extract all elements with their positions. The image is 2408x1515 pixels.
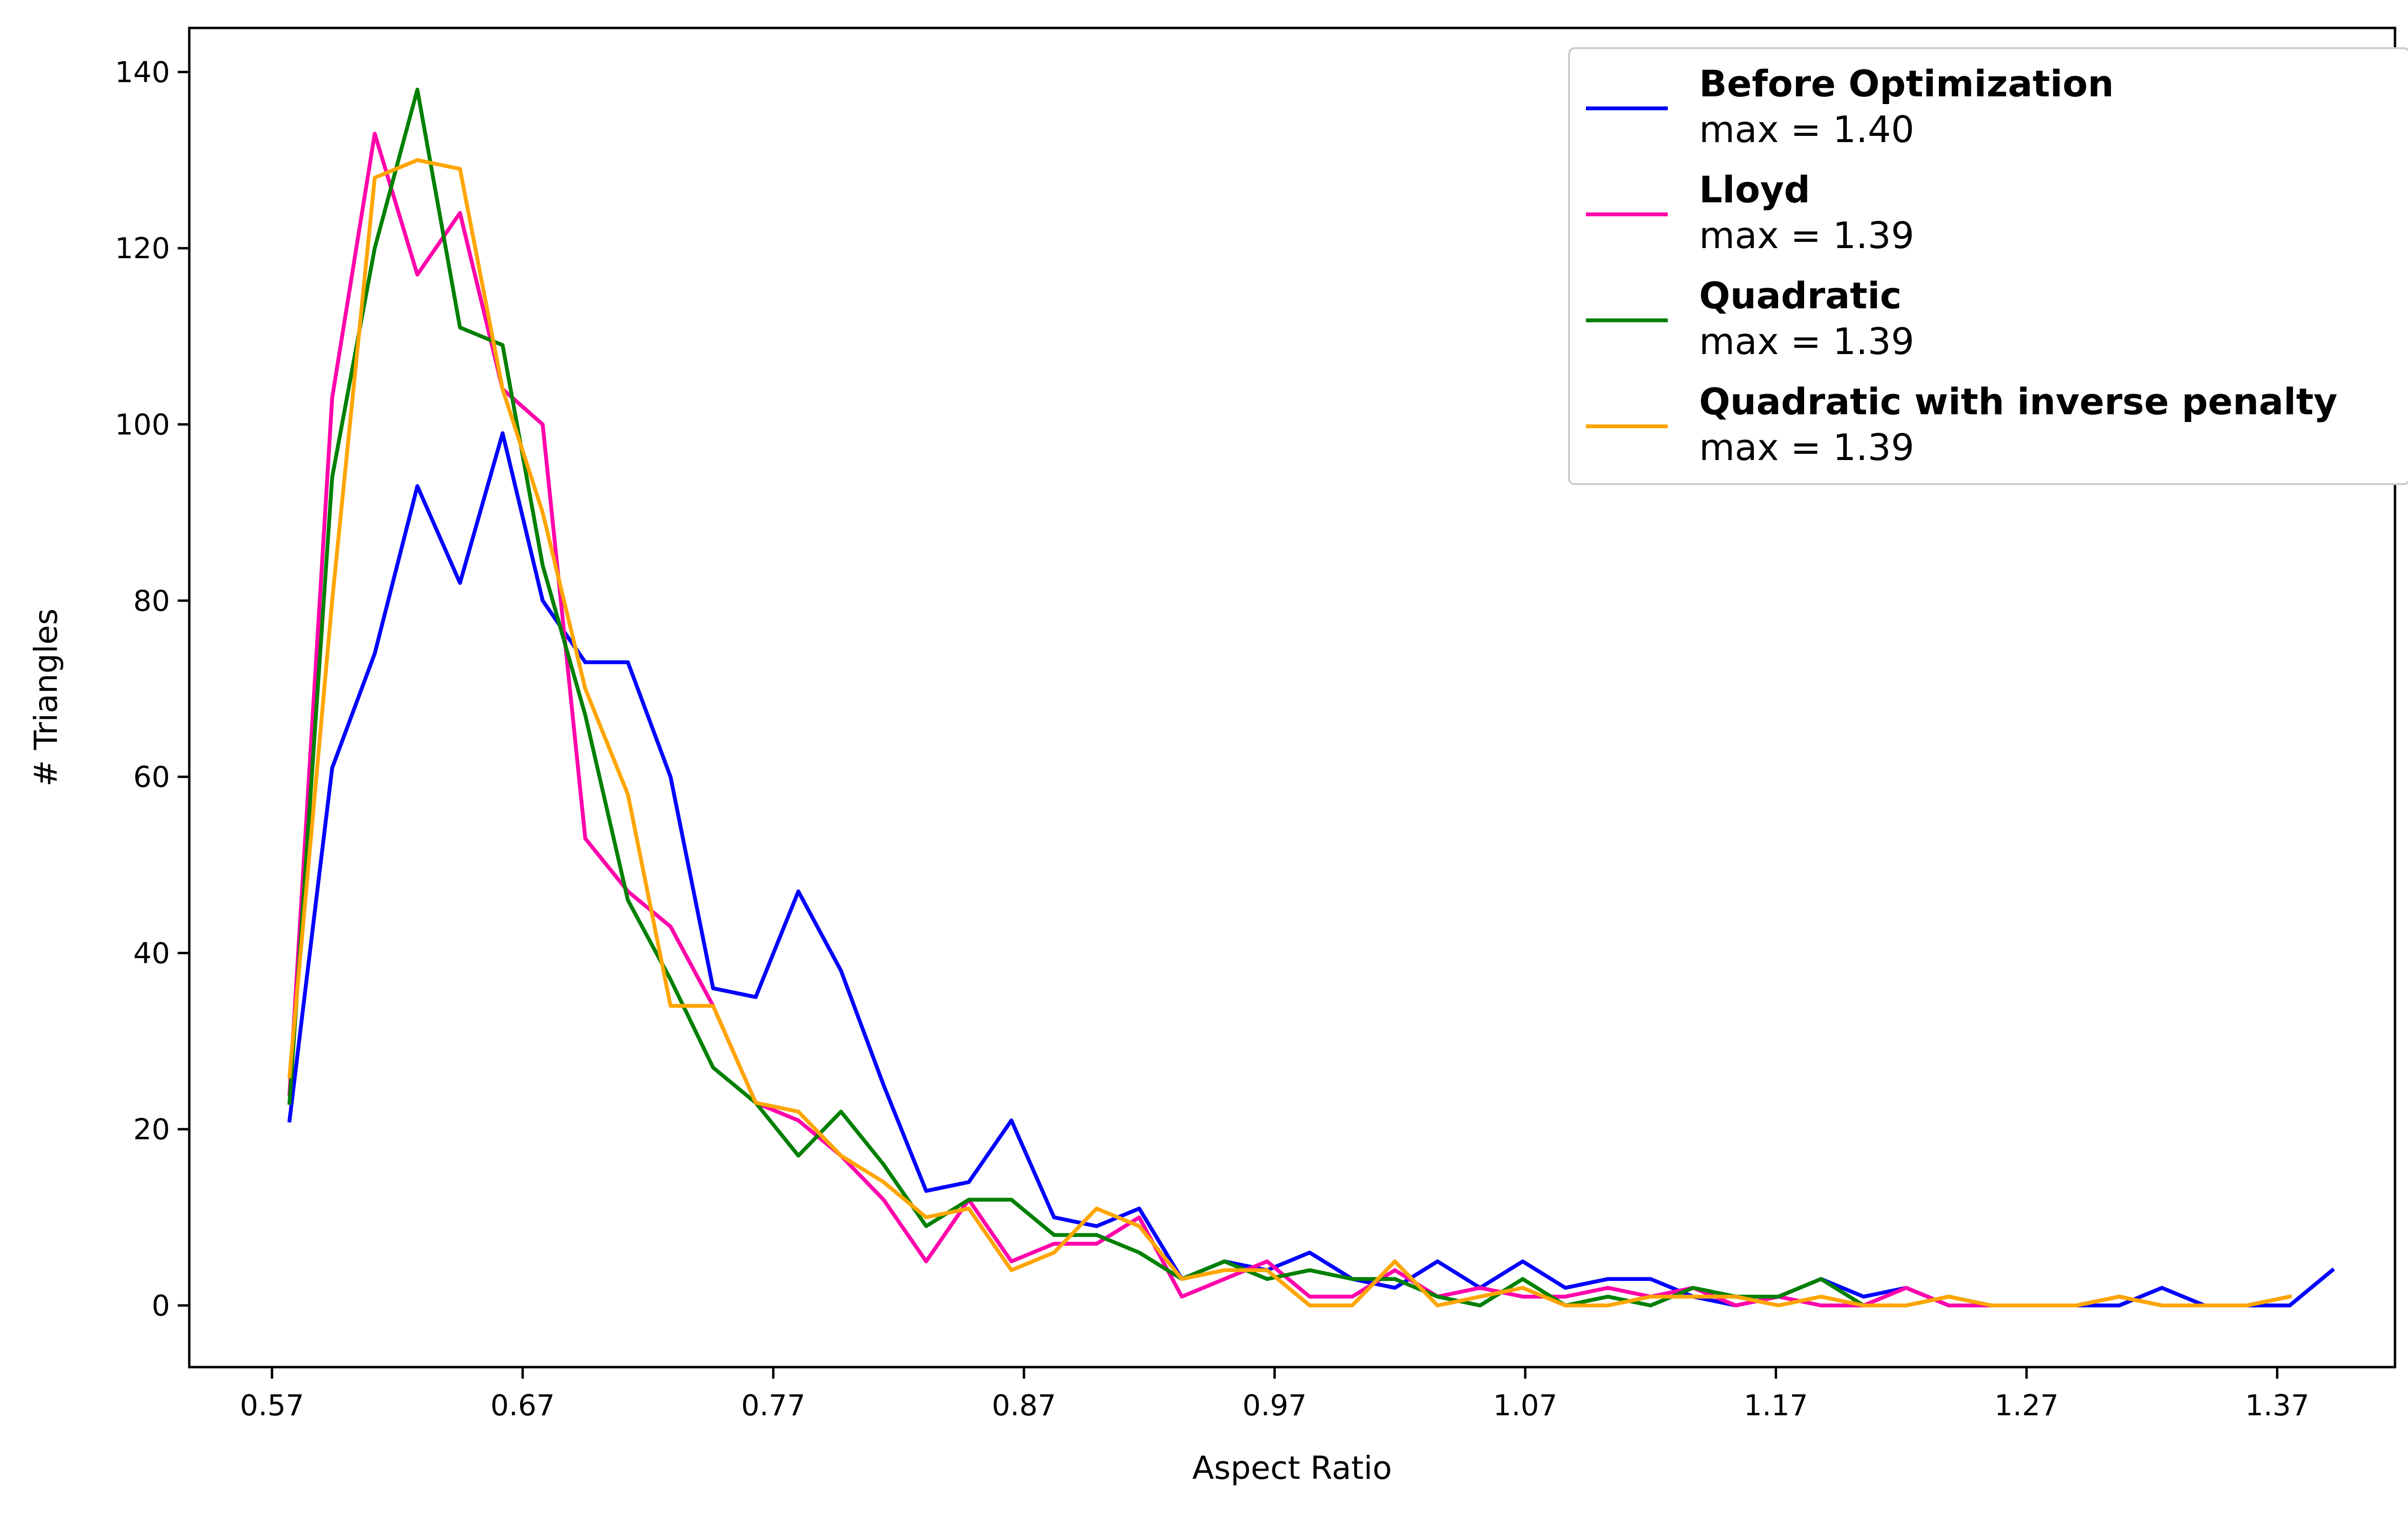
series-line-4 [287,158,2292,1307]
x-tick-label: 0.97 [1243,1389,1307,1423]
x-tick-label: 0.87 [992,1389,1056,1423]
legend-series-name: Before Optimization [1699,62,2114,105]
x-tick-label: 0.57 [240,1389,304,1423]
x-axis-label: Aspect Ratio [1192,1449,1392,1487]
x-tick-label: 1.37 [2245,1389,2310,1423]
x-tick-label: 0.67 [490,1389,555,1423]
y-tick-label: 80 [133,584,170,618]
legend-series-max: max = 1.40 [1699,108,1914,151]
legend-series-max: max = 1.39 [1699,214,1914,257]
y-tick-label: 40 [133,936,170,970]
series-line-2 [287,132,2292,1307]
x-axis-ticks: 0.57 0.67 0.77 0.87 0.97 1.07 1.17 1.27 1.37 [240,1367,2309,1423]
legend-series-name: Lloyd [1699,168,1810,211]
y-axis-ticks: 0 20 40 60 80 100 120 140 [115,55,189,1323]
y-tick-label: 60 [133,761,170,794]
plot-frame [188,26,2396,1369]
legend-series-max: max = 1.39 [1699,320,1914,363]
legend-box [1568,47,2408,485]
legend-series-name: Quadratic [1699,274,1902,317]
y-tick-label: 0 [152,1289,170,1323]
x-tick-label: 1.07 [1493,1389,1557,1423]
y-tick-label: 140 [115,55,170,89]
y-axis-label: # Triangles [27,608,65,787]
legend-series-name: Quadratic with inverse penalty [1699,380,2337,423]
y-tick-label: 120 [115,232,170,265]
y-tick-label: 100 [115,408,170,442]
y-tick-label: 20 [133,1113,170,1146]
x-tick-label: 1.17 [1744,1389,1808,1423]
legend-series-max: max = 1.39 [1699,426,1914,469]
plot-lines [287,88,2335,1307]
x-tick-label: 0.77 [741,1389,806,1423]
x-tick-label: 1.27 [1994,1389,2059,1423]
series-line-1 [287,431,2335,1307]
